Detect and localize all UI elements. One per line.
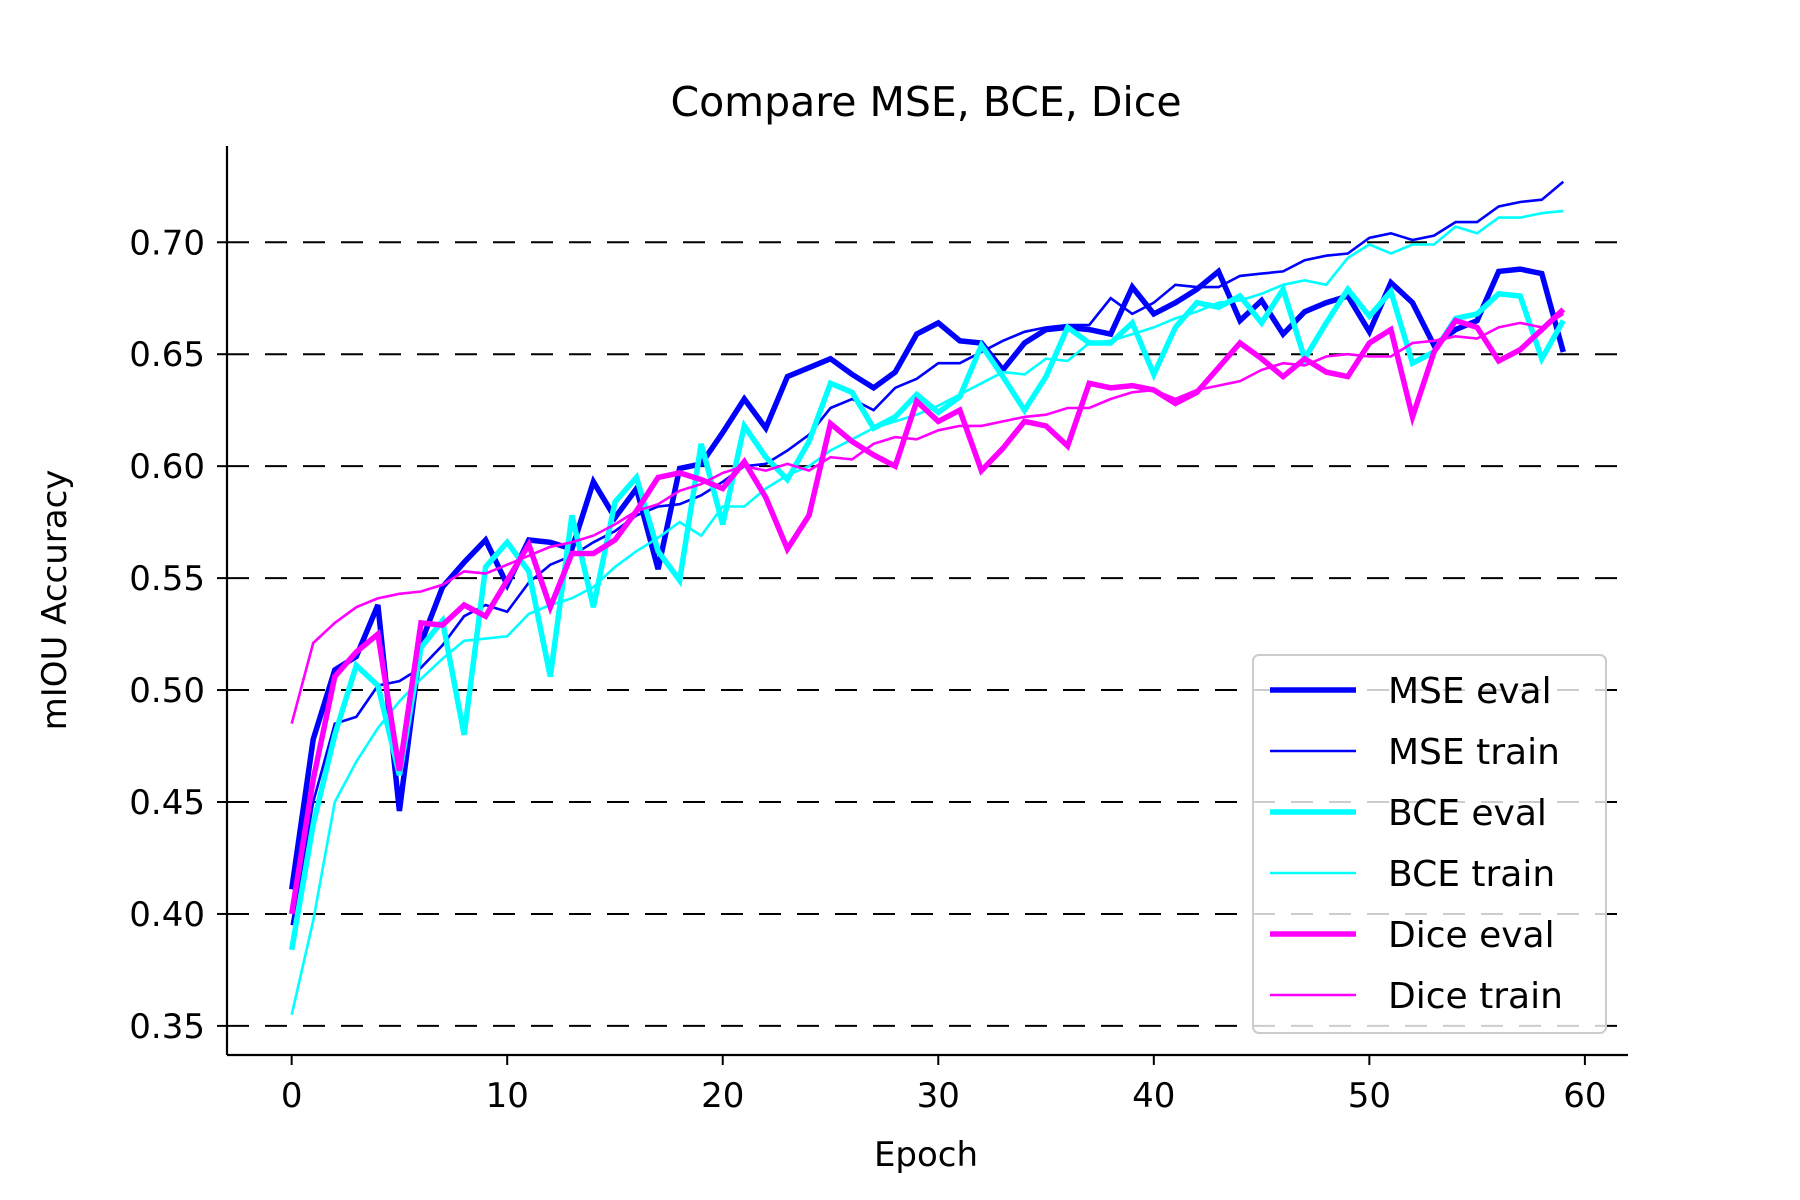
y-tick-label-4: 0.55 — [129, 559, 205, 599]
x-tick-label-3: 30 — [917, 1076, 960, 1116]
y-tick-label-6: 0.65 — [129, 335, 205, 375]
axes — [225, 146, 1628, 1057]
series-line-4 — [288, 307, 1566, 915]
series-line-0 — [288, 266, 1566, 890]
series-lines — [288, 180, 1566, 1015]
series-line-5 — [290, 312, 1564, 724]
x-tick-label-2: 20 — [701, 1076, 744, 1116]
y-axis-ticks: 0.35 0.40 0.45 0.50 0.55 0.60 0.65 0.70 — [129, 223, 227, 1047]
x-axis-ticks: 0 10 20 30 40 50 60 — [281, 1055, 1607, 1116]
legend-label-1: MSE train — [1388, 732, 1560, 773]
legend: MSE eval MSE train BCE eval BCE train Dice e… — [1252, 654, 1607, 1034]
y-tick-label-2: 0.45 — [129, 783, 205, 823]
y-axis-title: mIOU Accuracy — [35, 470, 75, 731]
legend-label-3: BCE train — [1388, 854, 1555, 895]
x-tick-label-5: 50 — [1348, 1076, 1391, 1116]
x-tick-label-6: 60 — [1563, 1076, 1606, 1116]
gridlines — [227, 241, 1628, 1027]
y-tick-label-5: 0.60 — [129, 447, 205, 487]
series-line-2 — [288, 282, 1566, 951]
x-axis-title: Epoch — [874, 1135, 978, 1175]
legend-label-2: BCE eval — [1388, 793, 1547, 834]
legend-frame — [1252, 654, 1607, 1034]
legend-label-0: MSE eval — [1388, 671, 1552, 712]
y-tick-label-1: 0.40 — [129, 895, 205, 935]
x-tick-label-0: 0 — [281, 1076, 303, 1116]
y-tick-label-7: 0.70 — [129, 223, 205, 263]
legend-label-5: Dice train — [1388, 976, 1563, 1017]
y-tick-label-0: 0.35 — [129, 1007, 205, 1047]
series-line-1 — [290, 180, 1565, 926]
legend-label-4: Dice eval — [1388, 915, 1555, 956]
x-tick-label-1: 10 — [486, 1076, 529, 1116]
x-tick-label-4: 40 — [1132, 1076, 1175, 1116]
chart-title: Compare MSE, BCE, Dice — [670, 78, 1181, 126]
y-tick-label-3: 0.50 — [129, 671, 205, 711]
